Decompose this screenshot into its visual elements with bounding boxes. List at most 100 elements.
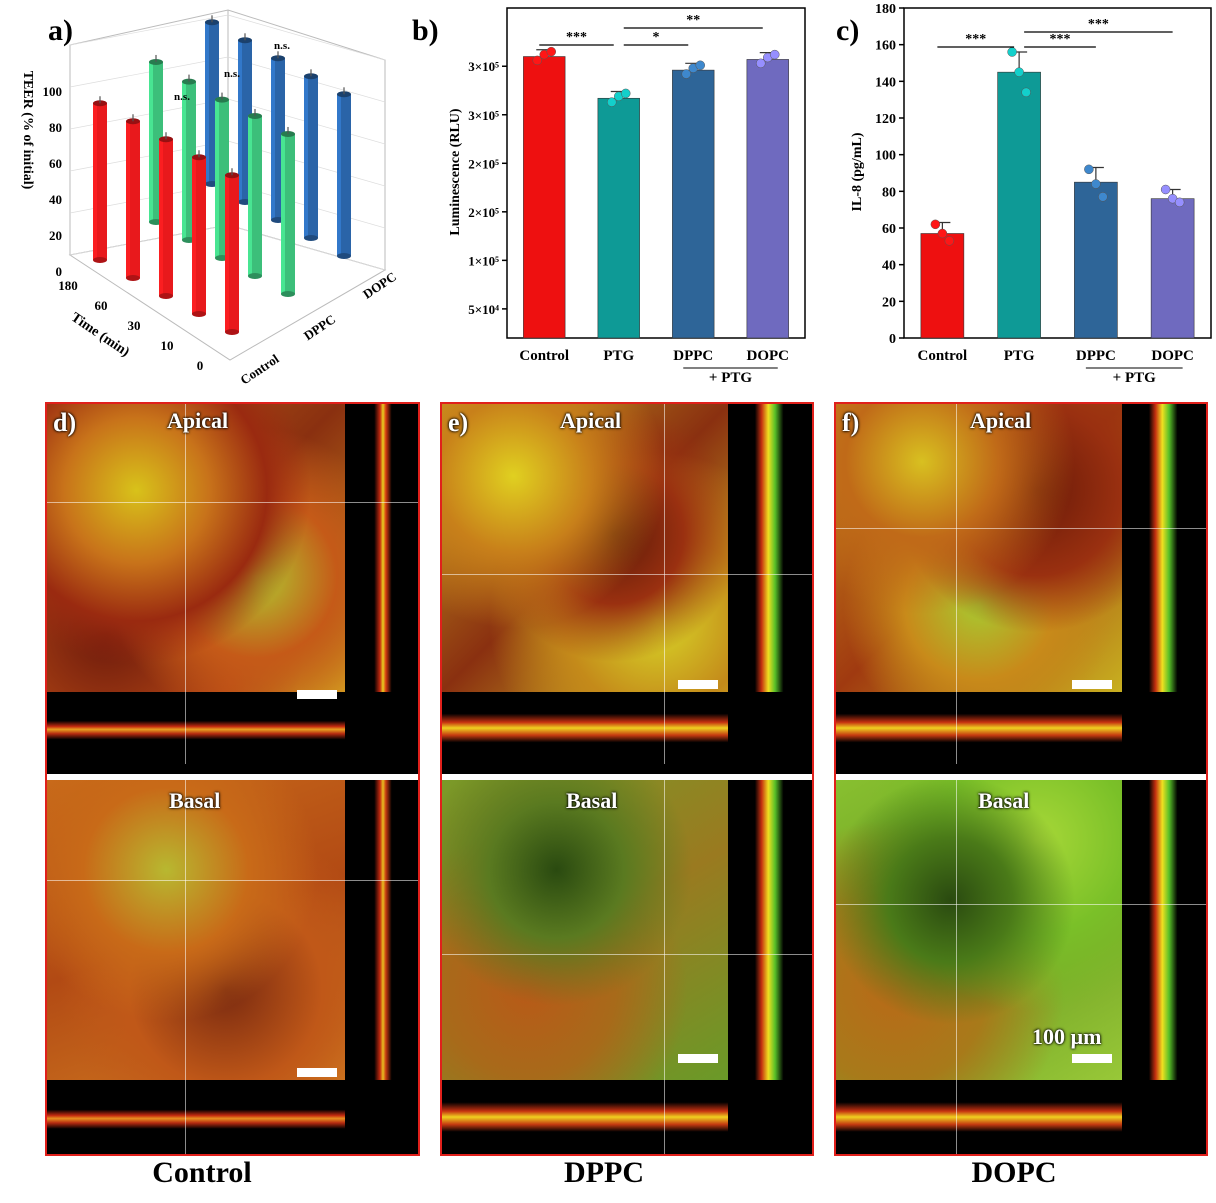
chart-b-ytick: 3×10⁵ bbox=[468, 108, 499, 123]
chart-b-xtick: DOPC bbox=[747, 348, 790, 364]
chart-c-ytick: 160 bbox=[875, 39, 896, 54]
panel-b-label: b) bbox=[412, 14, 439, 47]
chart-c-point bbox=[937, 228, 948, 239]
scalebar-basal-control bbox=[297, 1068, 337, 1077]
chart-a-ztick: Control bbox=[237, 351, 281, 388]
chart-b-point bbox=[756, 58, 766, 69]
chart-c-point bbox=[1014, 67, 1024, 77]
chart-a-xlabel: Time (min) bbox=[68, 310, 132, 360]
chart-a-ytick: 0 bbox=[56, 264, 63, 279]
chart-c-point bbox=[1007, 47, 1017, 57]
chart-b-bar bbox=[672, 69, 715, 339]
panel-f-label: f) bbox=[842, 408, 860, 437]
chart-a-xtick: 60 bbox=[95, 298, 108, 313]
chart-b-ytick: 2×10⁵ bbox=[468, 205, 499, 220]
caption-dopc: DOPC bbox=[971, 1156, 1057, 1189]
panel-a-label: a) bbox=[48, 14, 73, 47]
chart-b-point bbox=[621, 88, 631, 99]
chart-b-ylabel: Luminescence (RLU) bbox=[448, 108, 463, 235]
chart-c-ytick: 100 bbox=[875, 149, 896, 164]
chart-c-point bbox=[1084, 164, 1094, 175]
basal-side-view-control bbox=[345, 780, 418, 1080]
chart-c-group-label: + PTG bbox=[1113, 370, 1156, 386]
apical-side-view-dopc bbox=[1122, 404, 1206, 692]
scalebar-apical-dppc bbox=[678, 680, 718, 689]
basal-side-view-dppc bbox=[728, 780, 812, 1080]
chart-b-xtick: PTG bbox=[603, 348, 634, 364]
chart-b-point bbox=[532, 55, 542, 66]
chart-c-point bbox=[1160, 184, 1171, 195]
chart-b-ytick: 3×10⁵ bbox=[468, 59, 499, 74]
chart-c-xtick: PTG bbox=[1004, 348, 1035, 364]
chart-a-annotation: n.s. bbox=[274, 40, 290, 52]
micrograph-dopc: f) Apical Basal 100 µm bbox=[834, 402, 1208, 1156]
chart-b-ytick: 5×10⁴ bbox=[468, 302, 499, 317]
chart-c-ytick: 80 bbox=[882, 185, 896, 200]
chart-b-ytick: 2×10⁵ bbox=[468, 156, 499, 171]
chart-c-il8: 0 20 40 60 80 100 120 140 160 180 *** *** *** Contr… bbox=[850, 2, 1212, 386]
basal-image-dopc bbox=[836, 780, 1122, 1080]
chart-b-xtick: DPPC bbox=[673, 348, 713, 364]
chart-b-point bbox=[546, 46, 556, 57]
apical-label-dopc: Apical bbox=[970, 408, 1032, 433]
chart-c-point bbox=[1021, 87, 1031, 98]
chart-b-point bbox=[770, 49, 780, 60]
chart-b-sig-label: *** bbox=[566, 30, 587, 45]
chart-c-point bbox=[1174, 197, 1185, 208]
apical-label-control: Apical bbox=[167, 408, 229, 433]
micrograph-control: d) Apical Basal bbox=[45, 402, 420, 1156]
apical-image-dopc bbox=[836, 404, 1122, 692]
chart-b-sig-label: * bbox=[653, 30, 660, 45]
chart-b-point bbox=[695, 60, 705, 71]
chart-c-ytick: 180 bbox=[875, 2, 896, 17]
chart-c-point bbox=[944, 236, 955, 246]
chart-a-ytick: 20 bbox=[49, 228, 62, 243]
chart-c-bar bbox=[1074, 181, 1118, 339]
chart-b-bar bbox=[523, 56, 566, 339]
panel-c-label: c) bbox=[836, 14, 860, 47]
chart-c-point bbox=[930, 219, 941, 230]
basal-side-view-dopc bbox=[1122, 780, 1206, 1080]
apical-side-view-control bbox=[345, 404, 418, 692]
chart-a-ytick: 60 bbox=[49, 156, 62, 171]
chart-c-bar bbox=[1150, 198, 1195, 339]
scale-label-dopc: 100 µm bbox=[1032, 1024, 1102, 1049]
chart-b-sig-label: ** bbox=[686, 13, 700, 28]
chart-b-bar bbox=[597, 97, 640, 339]
basal-label-dppc: Basal bbox=[566, 788, 618, 813]
chart-a-xtick: 180 bbox=[58, 278, 78, 293]
basal-label-dopc: Basal bbox=[978, 788, 1030, 813]
chart-c-bar bbox=[920, 233, 965, 339]
chart-b-point bbox=[681, 69, 691, 79]
basal-bottom-view-dopc bbox=[836, 1080, 1122, 1154]
panel-d-label: d) bbox=[53, 408, 77, 437]
chart-a-ytick: 80 bbox=[49, 120, 62, 135]
scalebar-apical-control bbox=[297, 690, 337, 699]
basal-bottom-view-control bbox=[47, 1080, 345, 1154]
chart-c-point bbox=[1091, 179, 1101, 189]
basal-label-control: Basal bbox=[169, 788, 221, 813]
apical-side-view-dppc bbox=[728, 404, 812, 692]
chart-a-ytick: 40 bbox=[49, 192, 62, 207]
panel-e-label: e) bbox=[448, 408, 469, 437]
basal-bottom-view-dppc bbox=[442, 1080, 728, 1154]
scalebar-apical-dopc bbox=[1072, 680, 1112, 689]
chart-a-xtick: 10 bbox=[161, 338, 174, 353]
chart-c-xtick: Control bbox=[918, 348, 968, 364]
chart-c-ylabel: IL-8 (pg/mL) bbox=[850, 132, 865, 211]
chart-c-point bbox=[1098, 192, 1108, 202]
chart-a-xtick: 30 bbox=[128, 318, 141, 333]
apical-bottom-view-dopc bbox=[836, 692, 1122, 764]
chart-b-bar bbox=[746, 59, 789, 339]
chart-b-group-label: + PTG bbox=[709, 370, 752, 386]
chart-c-ytick: 20 bbox=[882, 295, 896, 310]
basal-image-dppc bbox=[442, 780, 728, 1080]
basal-image-control bbox=[47, 780, 345, 1080]
chart-b-point bbox=[607, 97, 617, 107]
chart-c-xtick: DPPC bbox=[1076, 348, 1116, 364]
chart-c-sig-label: *** bbox=[1050, 32, 1071, 47]
chart-a-ytick: 100 bbox=[43, 84, 63, 99]
scalebar-basal-dppc bbox=[678, 1054, 718, 1063]
chart-c-xtick: DOPC bbox=[1151, 348, 1194, 364]
